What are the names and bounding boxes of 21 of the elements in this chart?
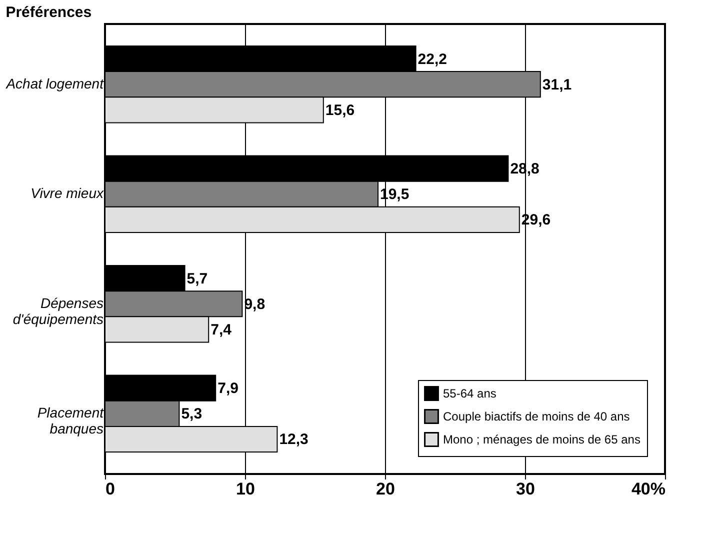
legend-label: Couple biactifs de moins de 40 ans xyxy=(443,410,630,424)
x-tick-label: 0 xyxy=(106,480,115,498)
x-tick-label: 30 xyxy=(516,480,535,498)
x-tick-label: 40% xyxy=(631,480,666,498)
x-tick-label: 20 xyxy=(376,480,395,498)
data-label: 15,6 xyxy=(325,102,355,119)
legend-label: 55-64 ans xyxy=(443,386,496,400)
data-label: 7,4 xyxy=(210,321,232,338)
chart-title: Préférences xyxy=(6,4,92,21)
data-label: 5,7 xyxy=(186,270,208,288)
legend-label: Mono ; ménages de moins de 65 ans xyxy=(443,432,640,446)
y-tick-label: Vivre mieux xyxy=(30,185,104,202)
data-label: 22,2 xyxy=(418,50,448,68)
x-tick-label: 10 xyxy=(236,480,255,498)
y-tick-label: Achat logement xyxy=(5,75,105,92)
data-label: 12,3 xyxy=(279,431,308,448)
data-label: 31,1 xyxy=(542,76,572,94)
data-label: 5,3 xyxy=(181,406,202,423)
y-tick-label: Dépenses d'équipements xyxy=(12,294,104,327)
y-tick-label: Placement banques xyxy=(37,404,105,437)
data-label: 7,9 xyxy=(218,380,238,398)
